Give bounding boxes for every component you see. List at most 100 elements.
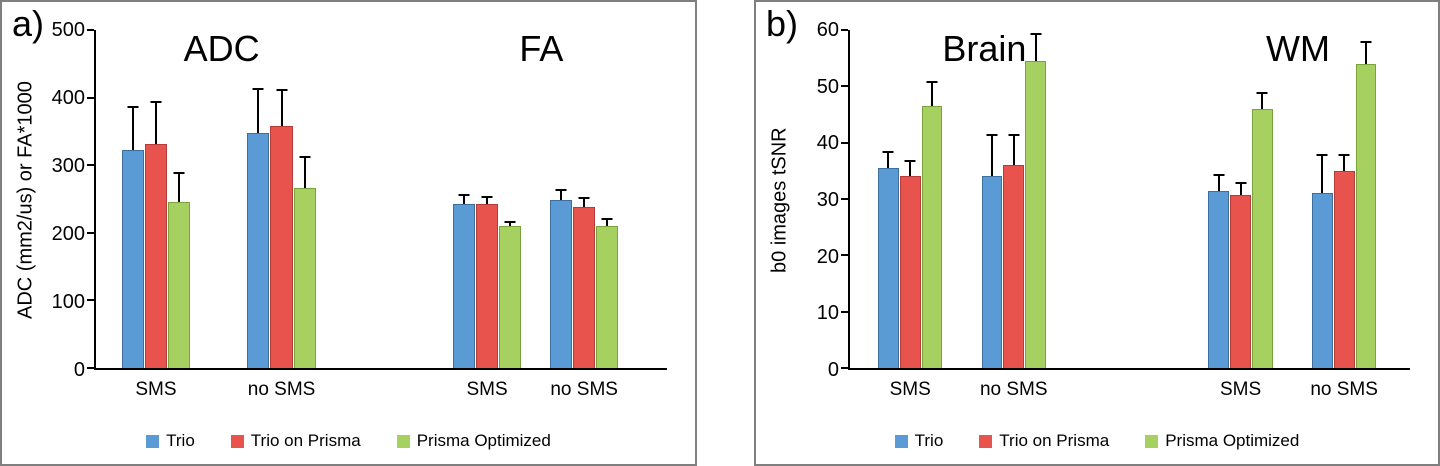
legend-swatch: [230, 434, 244, 448]
error-bar-cap: [926, 80, 938, 83]
error-bar: [458, 193, 470, 204]
bar-slot: [121, 30, 144, 368]
y-tick-label: 0: [73, 359, 85, 381]
error-bar: [1316, 153, 1328, 194]
error-bar-cap: [555, 188, 567, 191]
y-tick-label: 50: [816, 75, 839, 98]
error-bar: [578, 197, 590, 208]
bar-trio-on-prisma: [899, 176, 921, 368]
bar-trio: [1208, 190, 1230, 368]
bar-prisma-optimized: [596, 226, 619, 368]
bar-group: SMS: [878, 30, 943, 400]
bar-slot: [1208, 30, 1230, 368]
legend-item: Prisma Optimized: [1145, 431, 1299, 451]
error-bar: [882, 151, 894, 169]
error-bar: [1338, 153, 1350, 171]
chart-area: b0 images tSNR 0 10 20 30 40 50 60 Brain WM SMS n…: [756, 19, 1438, 400]
y-tick-mark: [841, 141, 848, 144]
y-tick-mark: [841, 85, 848, 88]
error-bar-cap: [504, 220, 516, 223]
y-tick-mark: [841, 310, 848, 313]
legend-item: Trio on Prisma: [230, 431, 361, 451]
y-tick-mark: [87, 29, 94, 31]
panel-label: b): [766, 3, 799, 44]
error-bar: [601, 217, 613, 227]
bar-prisma-optimized: [1251, 108, 1273, 368]
bar-group: no SMS: [1310, 30, 1378, 400]
error-bar: [150, 101, 162, 144]
error-bar-cap: [173, 171, 185, 174]
bar-group: no SMS: [247, 30, 316, 400]
legend-swatch: [396, 434, 410, 448]
legend-item: Trio: [894, 431, 944, 451]
bar-trio: [981, 176, 1003, 368]
error-bar-cap: [481, 195, 493, 198]
error-bar: [1030, 32, 1042, 61]
y-tick-label: 200: [51, 223, 85, 245]
bar-slot: [981, 30, 1003, 368]
error-bar: [1235, 182, 1247, 195]
bar-prisma-optimized: [1355, 63, 1377, 368]
bar-slot: [1003, 30, 1025, 368]
bar-slot: [573, 30, 596, 368]
section-label: WM: [1266, 28, 1330, 69]
error-bar-cap: [882, 151, 894, 154]
error-bar: [299, 156, 311, 189]
bar-trio: [121, 150, 144, 368]
x-category-label: SMS: [135, 379, 177, 400]
bar-slot: [247, 30, 270, 368]
error-bar: [504, 220, 516, 227]
bar-slot: [1230, 30, 1251, 368]
error-bar: [173, 171, 185, 202]
error-bar: [1008, 134, 1020, 166]
legend-swatch: [894, 434, 908, 448]
bar-slot: [899, 30, 921, 368]
legend-item: Trio: [146, 431, 195, 451]
error-bar-cap: [1338, 153, 1350, 156]
y-tick-label: 300: [51, 155, 85, 177]
bar-trio: [247, 133, 270, 368]
y-tick-label: 10: [816, 302, 839, 325]
bar-group: SMS: [1208, 30, 1273, 400]
y-tick-mark: [87, 367, 94, 369]
error-bar-cap: [276, 88, 288, 91]
y-tick-mark: [87, 299, 94, 302]
bar-slot: [1333, 30, 1355, 368]
error-bar-cap: [601, 217, 613, 220]
section-label: ADC: [183, 28, 260, 69]
legend-item: Prisma Optimized: [396, 431, 551, 451]
legend-label: Trio on Prisma: [999, 431, 1110, 450]
error-bar-cap: [299, 156, 311, 159]
bar-trio-on-prisma: [1230, 194, 1251, 368]
legend: Trio Trio on Prisma Prisma Optimized: [2, 431, 695, 451]
y-tick-label: 100: [51, 291, 85, 313]
y-tick-label: 500: [51, 19, 85, 41]
bar-trio-on-prisma: [573, 207, 596, 368]
error-bar-cap: [1030, 32, 1042, 35]
bar-group: no SMS: [549, 30, 619, 400]
error-bar: [276, 88, 288, 126]
plot-area: Brain WM SMS no SMS SMS no SMS: [841, 28, 1410, 400]
legend-label: Prisma Optimized: [416, 431, 551, 450]
y-tick-label: 400: [51, 87, 85, 109]
error-bar-cap: [252, 88, 264, 91]
y-axis-title: ADC (mm2/us) or FA*1000: [14, 81, 37, 319]
y-tick-mark: [841, 29, 848, 31]
bar-trio: [452, 203, 476, 368]
error-bar-cap: [986, 134, 998, 137]
bar-slot: [293, 30, 316, 368]
bar-trio-on-prisma: [270, 126, 293, 368]
bar-trio: [878, 168, 899, 368]
bar-trio-on-prisma: [476, 204, 499, 368]
x-category-label: SMS: [466, 379, 508, 400]
x-category-label: SMS: [1219, 379, 1262, 400]
legend-label: Trio: [914, 431, 944, 450]
error-bar-cap: [1256, 91, 1268, 94]
x-category-label: no SMS: [979, 379, 1048, 400]
legend-swatch: [1145, 434, 1159, 448]
x-category-label: SMS: [889, 379, 931, 400]
legend-label: Prisma Optimized: [1165, 431, 1300, 450]
y-axis-title: b0 images tSNR: [768, 127, 791, 273]
bar-slot: [596, 30, 619, 368]
